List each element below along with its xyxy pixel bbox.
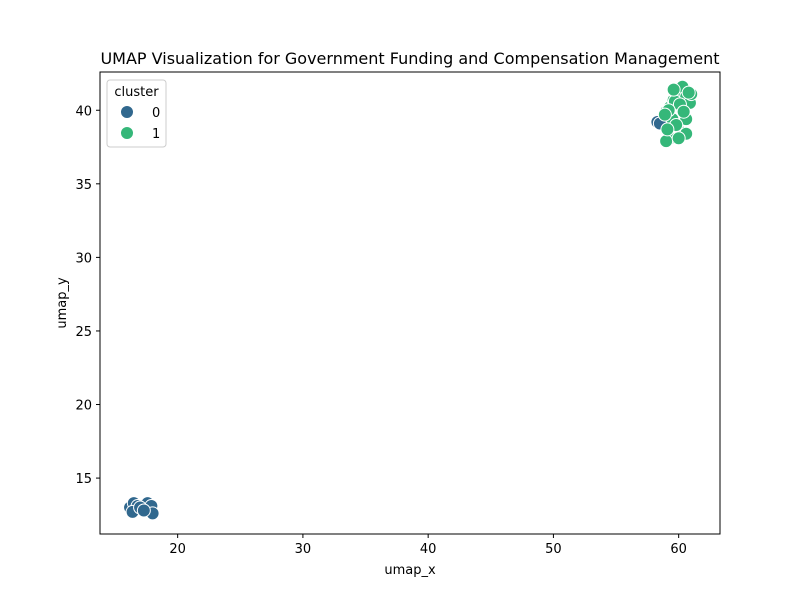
y-axis-ticks: 15 20 25 30 35 40 [75,104,100,487]
x-axis-label: umap_x [384,563,436,578]
data-points-layer [123,79,699,521]
data-point-cluster-0 [136,503,151,518]
x-tick-label: 60 [670,542,687,557]
x-axis-ticks: 20 30 40 50 60 [169,534,687,557]
y-tick-label: 20 [75,399,92,414]
y-tick-label: 40 [75,104,92,119]
data-point-cluster-1 [676,104,691,119]
legend-label-0: 0 [152,106,160,121]
legend-marker-0 [120,105,134,119]
data-point-cluster-1 [657,107,672,122]
legend-entries: 01 [120,105,160,142]
x-tick-label: 30 [295,542,312,557]
x-tick-label: 20 [169,542,186,557]
data-point-cluster-1 [681,85,696,100]
plot-frame [99,71,721,535]
x-tick-label: 50 [545,542,562,557]
y-tick-label: 35 [75,178,92,193]
x-tick-label: 40 [420,542,437,557]
legend-marker-1 [120,126,134,140]
y-axis-label: umap_y [55,277,70,329]
y-tick-label: 30 [75,251,92,266]
legend-title: cluster [114,85,159,100]
data-point-cluster-1 [671,131,686,146]
data-point-cluster-1 [659,134,674,149]
y-tick-label: 15 [75,472,92,487]
data-point-cluster-1 [660,122,675,137]
legend-label-1: 1 [152,127,160,142]
data-point-cluster-1 [666,82,681,97]
legend: cluster 01 [106,79,167,148]
chart-title: UMAP Visualization for Government Fundin… [100,49,719,68]
y-tick-label: 25 [75,325,92,340]
